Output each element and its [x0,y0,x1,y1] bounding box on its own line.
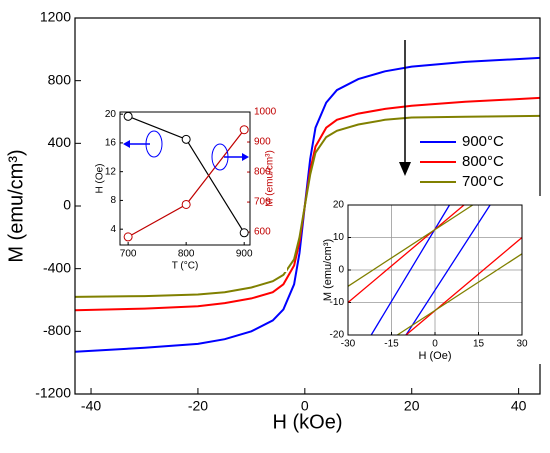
y-tick-label: 4 [110,224,116,235]
series-line [370,204,491,336]
y2-tick-label: 900 [254,137,271,148]
x-axis-label: H (kOe) [273,412,343,434]
y-axis-label: M (emu/cm³) [322,239,334,301]
x-axis-label: H (Oe) [419,350,452,362]
x-axis-label: T (°C) [172,261,199,272]
x-tick-label: 0 [301,397,309,413]
x-tick-label: 800 [178,249,195,260]
inset-zoom: -30 -15 0 15 30 -20 -10 0 10 20 H (Oe) M (emu/cm³) [322,200,528,362]
y-tick-label: -800 [43,322,71,338]
point [123,111,133,121]
y-tick-label: -1200 [35,385,71,401]
point [123,232,133,242]
y-tick-label: -400 [43,259,71,275]
arrow-head [399,162,411,176]
series-line [347,204,523,336]
plot-frame [347,204,523,336]
series-line [347,204,523,336]
point [239,125,249,135]
legend-label: 900°C [462,133,504,150]
y-tick-label: 0 [338,265,344,276]
y-tick-label: 1200 [40,9,71,25]
point [239,228,249,238]
y2-tick-label: 800 [254,167,271,178]
point [181,199,191,209]
y-tick-label: -10 [330,297,345,308]
y-tick-label: 10 [333,232,345,243]
arrow-head [123,140,130,148]
point [181,134,191,144]
x-tick-label: -30 [341,339,356,350]
y2-tick-label: 700 [254,197,271,208]
y-tick-label: 8 [110,195,116,206]
x-tick-label: -15 [384,339,399,350]
y-tick-label: 400 [48,134,72,150]
x-tick-label: 0 [432,339,438,350]
direction-arrow [399,40,411,176]
x-tick-label: 20 [404,397,420,413]
inset-annotations [123,130,249,171]
x-tick-label: 700 [120,249,137,260]
y-tick-label: 20 [105,109,117,120]
arrow-head [242,153,249,161]
y2-tick-label: 1000 [254,107,277,118]
y-tick-label: 0 [63,197,71,213]
x-tick-label: 15 [473,339,485,350]
y2-tick-label: 600 [254,227,271,238]
y-tick-label: 16 [105,138,117,149]
x-tick-label: 900 [236,249,253,260]
y-tick-label: 12 [105,166,117,177]
y-tick-label: 800 [48,71,72,87]
x-tick-label: -20 [188,397,208,413]
plot-frame [119,111,251,246]
y-axis-label: H (Oe) [95,164,106,194]
series-line [74,114,541,298]
x-tick-label: -40 [81,397,101,413]
y-axis-label: M (emu/cm³) [5,149,27,262]
y-tick-label: 20 [333,200,345,211]
inset-temperature: 700 800 900 4 8 12 16 20 600 700 800 900 1000 T (°C) H… [95,107,277,272]
legend-label: 700°C [462,173,504,190]
y-tick-label: -20 [330,330,345,341]
y2-axis-label: M (emu/cm³) [265,150,276,207]
x-tick-label: 30 [516,339,528,350]
legend-label: 800°C [462,153,504,170]
x-tick-label: 40 [511,397,527,413]
